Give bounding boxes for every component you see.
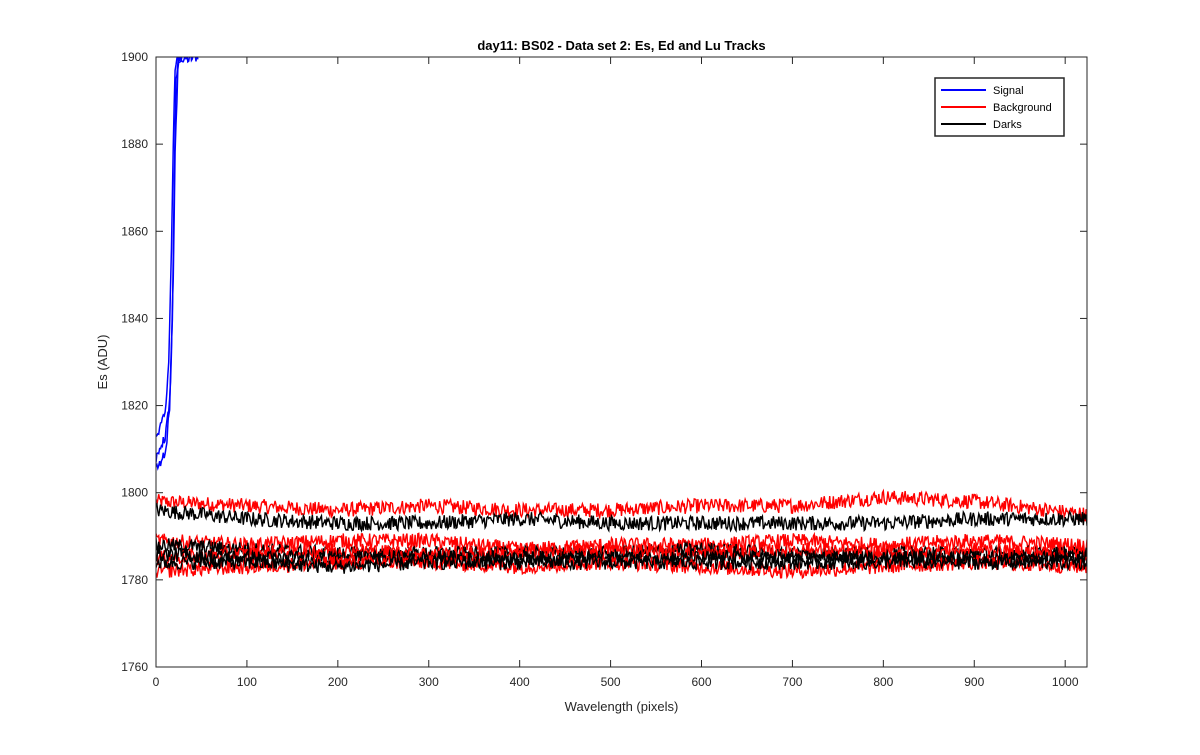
y-tick-label: 1840 — [121, 311, 148, 325]
x-axis-label: Wavelength (pixels) — [565, 699, 679, 714]
x-tick-label: 900 — [964, 675, 984, 689]
legend-label-darks: Darks — [993, 119, 1022, 131]
axes-box — [155, 56, 1088, 668]
series-line-darks-7 — [156, 502, 1087, 533]
x-tick-label: 500 — [601, 675, 621, 689]
x-tick-label: 600 — [691, 675, 711, 689]
x-tick-label: 800 — [873, 675, 893, 689]
legend: Signal Background Darks — [934, 77, 1065, 137]
x-tick-label: 200 — [328, 675, 348, 689]
y-tick-label: 1800 — [121, 486, 148, 500]
x-tick-label: 100 — [237, 675, 257, 689]
plot-area — [156, 57, 1087, 667]
legend-box — [934, 77, 1065, 137]
chart-title: day11: BS02 - Data set 2: Es, Ed and Lu … — [477, 38, 765, 53]
x-tick-label: 1000 — [1052, 675, 1079, 689]
series-line-signal-2 — [156, 57, 199, 471]
series-line-signal-0 — [156, 57, 183, 463]
legend-label-signal: Signal — [993, 85, 1024, 97]
series-line-darks-10 — [156, 552, 1087, 574]
series-layer — [156, 57, 1087, 580]
x-tick-label: 700 — [782, 675, 802, 689]
y-tick-label: 1780 — [121, 573, 148, 587]
x-tick-label: 300 — [419, 675, 439, 689]
y-tick-label: 1860 — [121, 224, 148, 238]
x-tick-label: 0 — [153, 675, 160, 689]
x-tick-label: 400 — [510, 675, 530, 689]
y-tick-label: 1760 — [121, 660, 148, 674]
y-tick-label: 1900 — [121, 50, 148, 64]
series-line-background-3 — [156, 488, 1087, 522]
series-line-background-4 — [156, 531, 1087, 557]
y-tick-label: 1820 — [121, 399, 148, 413]
legend-label-background: Background — [993, 102, 1052, 114]
y-axis-label: Es (ADU) — [95, 335, 110, 390]
y-tick-label: 1880 — [121, 137, 148, 151]
axes-layer: 0 100 200 300 400 500 600 700 800 900 1000 1760 1780… — [121, 50, 1088, 689]
